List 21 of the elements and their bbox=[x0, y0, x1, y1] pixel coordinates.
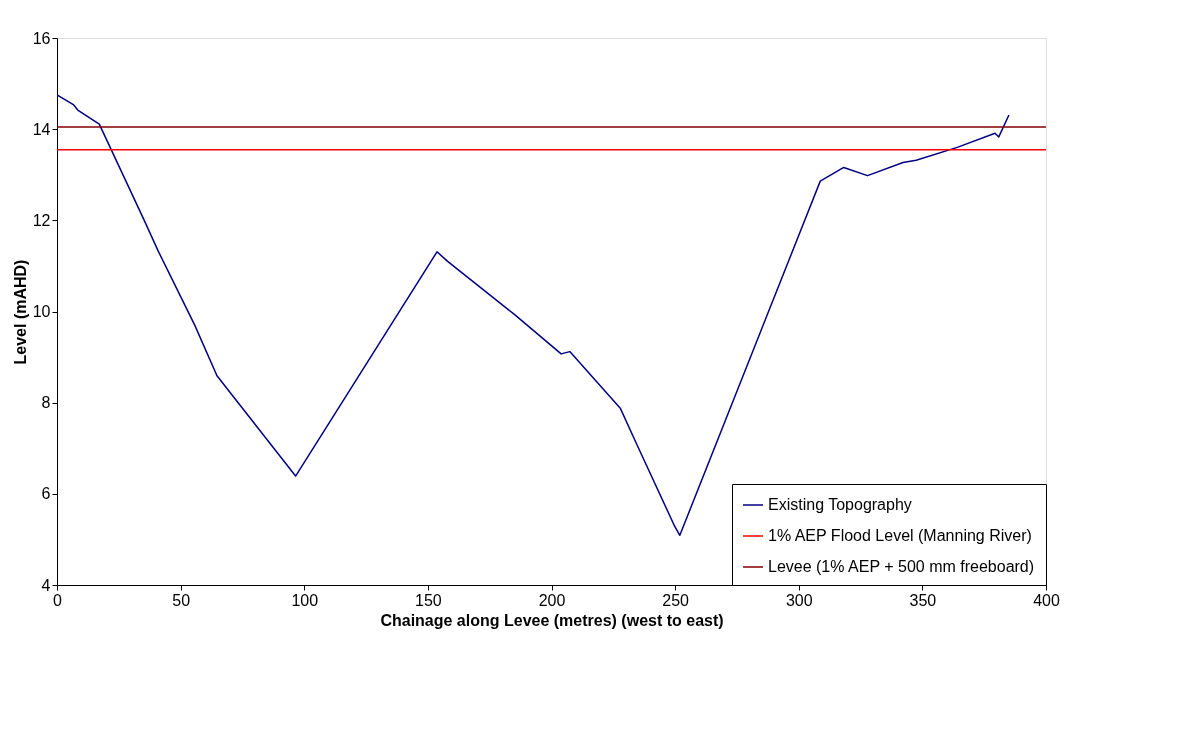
x-tick-label: 300 bbox=[785, 591, 813, 609]
y-tick-label: 6 bbox=[41, 485, 51, 503]
legend-label: Existing Topography bbox=[768, 496, 912, 513]
x-tick-label: 50 bbox=[172, 591, 191, 609]
x-tick-label: 200 bbox=[538, 591, 566, 609]
y-tick-label: 14 bbox=[32, 120, 51, 138]
x-tick-label: 100 bbox=[291, 591, 319, 609]
y-tick-label: 12 bbox=[32, 211, 51, 229]
legend-label: Levee (1% AEP + 500 mm freeboard) bbox=[768, 558, 1035, 575]
y-tick-label: 16 bbox=[32, 29, 51, 47]
x-tick-label: 350 bbox=[909, 591, 937, 609]
x-tick-label: 400 bbox=[1033, 591, 1060, 609]
x-tick-label: 250 bbox=[662, 591, 690, 609]
legend-label: 1% AEP Flood Level (Manning River) bbox=[768, 527, 1032, 544]
y-tick-label: 4 bbox=[41, 576, 51, 594]
x-tick-label: 0 bbox=[53, 591, 63, 609]
y-tick-label: 8 bbox=[41, 394, 51, 412]
x-axis-title: Chainage along Levee (metres) (west to east) bbox=[380, 611, 724, 629]
x-tick-label: 150 bbox=[415, 591, 442, 609]
y-axis-title: Level (mAHD) bbox=[11, 259, 29, 365]
y-tick-label: 10 bbox=[32, 303, 51, 320]
